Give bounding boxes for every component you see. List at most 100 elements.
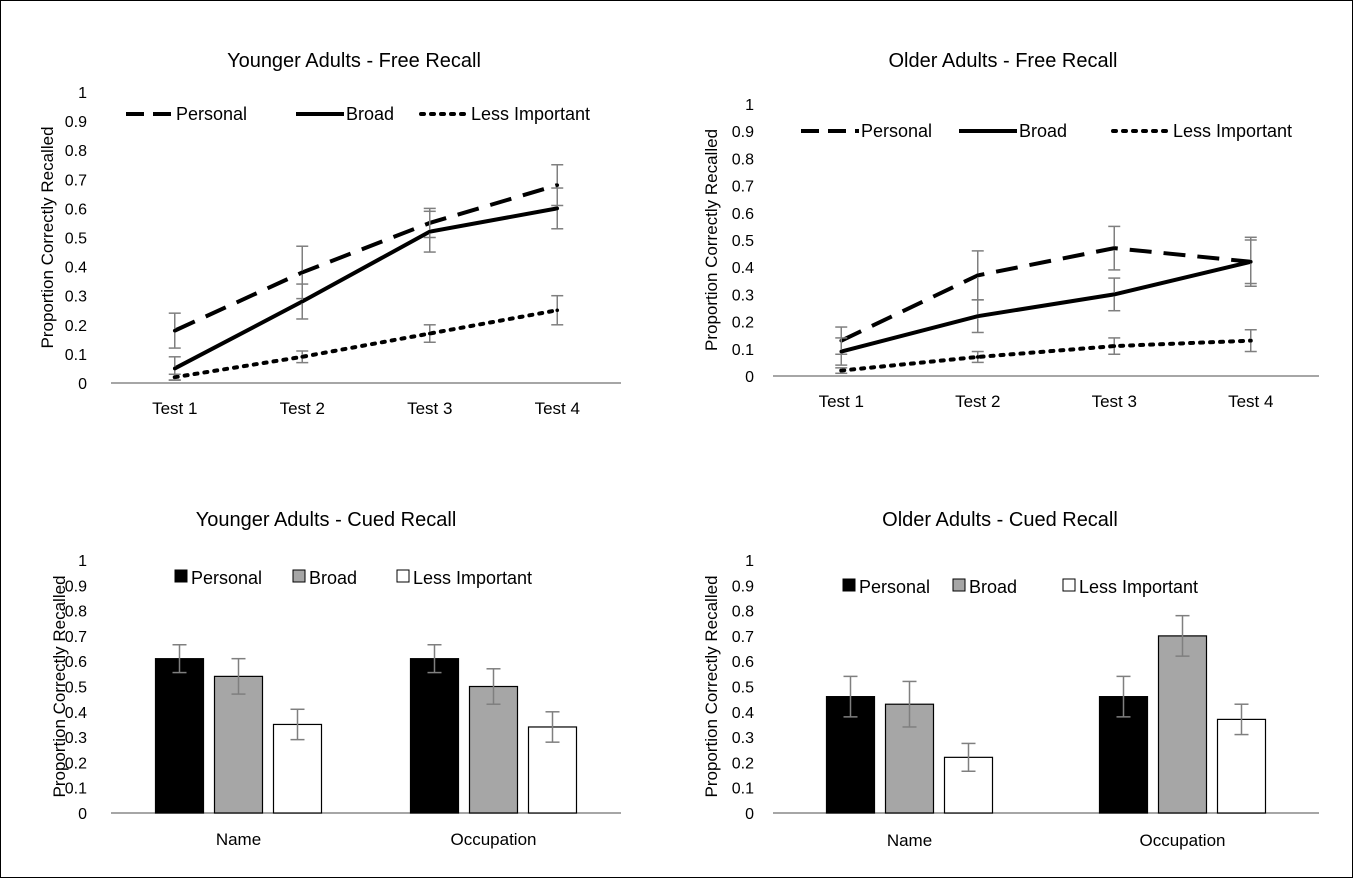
y-tick-label: 0.9 bbox=[732, 578, 754, 595]
y-tick-label: 0.8 bbox=[65, 604, 87, 621]
legend-label: Less Important bbox=[1079, 577, 1198, 597]
chart-younger-cued-recall: Younger Adults - Cued Recall Proportion C… bbox=[50, 509, 621, 849]
y-tick-label: 1 bbox=[745, 97, 754, 114]
y-tick-label: 0.1 bbox=[732, 781, 754, 798]
chart-title: Older Adults - Free Recall bbox=[889, 50, 1118, 72]
legend-swatch bbox=[952, 578, 966, 592]
chart-title: Younger Adults - Free Recall bbox=[227, 50, 481, 72]
data-point bbox=[555, 206, 560, 211]
y-tick-label: 0 bbox=[745, 369, 754, 386]
x-tick-label: Name bbox=[887, 831, 932, 850]
x-tick-label: Name bbox=[216, 830, 261, 849]
y-tick-label: 0.1 bbox=[65, 781, 87, 798]
data-point bbox=[1248, 259, 1253, 264]
legend-label: Broad bbox=[346, 104, 394, 124]
legend-label: Personal bbox=[176, 104, 247, 124]
y-tick-label: 1 bbox=[78, 553, 87, 570]
legend-label: Less Important bbox=[471, 104, 590, 124]
legend-swatch bbox=[1062, 578, 1076, 592]
data-point bbox=[1112, 344, 1117, 348]
chart-younger-free-recall: Younger Adults - Free Recall Proportion C… bbox=[38, 50, 621, 418]
chart-title: Older Adults - Cued Recall bbox=[882, 509, 1118, 531]
legend-label: Less Important bbox=[413, 568, 532, 588]
data-point bbox=[300, 299, 305, 304]
legend-label: Less Important bbox=[1173, 121, 1292, 141]
y-tick-label: 0.8 bbox=[732, 151, 754, 168]
bar-broad bbox=[1157, 635, 1208, 814]
legend-label: Broad bbox=[309, 568, 357, 588]
legend-label: Personal bbox=[861, 121, 932, 141]
y-tick-label: 0.9 bbox=[732, 124, 754, 141]
y-axis-label: Proportion Correctly Recalled bbox=[50, 575, 69, 797]
bar-broad bbox=[213, 675, 264, 814]
bar-personal bbox=[409, 658, 460, 814]
y-tick-label: 0.5 bbox=[732, 680, 754, 697]
data-point bbox=[1112, 246, 1117, 250]
y-tick-label: 0.7 bbox=[732, 629, 754, 646]
data-point bbox=[975, 355, 980, 359]
y-tick-label: 0.6 bbox=[65, 201, 87, 218]
legend-swatch bbox=[174, 569, 188, 583]
series-line-less-important bbox=[839, 338, 1253, 373]
y-tick-label: 0.2 bbox=[732, 315, 754, 332]
y-tick-label: 0.1 bbox=[732, 342, 754, 359]
data-point bbox=[975, 273, 980, 278]
y-tick-label: 0.3 bbox=[65, 730, 87, 747]
y-tick-label: 0.3 bbox=[732, 287, 754, 304]
data-point bbox=[555, 183, 560, 187]
bar-personal bbox=[154, 658, 205, 814]
y-tick-label: 0.4 bbox=[732, 260, 754, 277]
legend-label: Personal bbox=[859, 577, 930, 597]
x-tick-label: Occupation bbox=[451, 830, 537, 849]
data-point bbox=[300, 270, 305, 275]
y-tick-label: 0.6 bbox=[65, 654, 87, 671]
legend-swatch bbox=[396, 569, 410, 583]
series-line-broad bbox=[840, 259, 1252, 354]
x-tick-label: Test 3 bbox=[1092, 392, 1137, 411]
data-point bbox=[300, 355, 305, 359]
x-tick-label: Test 4 bbox=[535, 399, 580, 418]
legend-swatch bbox=[292, 569, 306, 583]
y-tick-label: 0.4 bbox=[65, 705, 87, 722]
series-line-less-important bbox=[172, 308, 560, 380]
data-point bbox=[172, 328, 177, 333]
y-axis-label: Proportion Correctly Recalled bbox=[702, 129, 721, 351]
y-tick-label: 0 bbox=[745, 806, 754, 823]
y-tick-label: 0 bbox=[78, 806, 87, 823]
y-tick-label: 0.3 bbox=[732, 730, 754, 747]
chart-older-free-recall: Older Adults - Free Recall Proportion Cor… bbox=[702, 50, 1319, 411]
data-point bbox=[1248, 338, 1253, 343]
y-tick-label: 0 bbox=[78, 376, 87, 393]
x-tick-label: Test 3 bbox=[407, 399, 452, 418]
y-tick-label: 0.9 bbox=[65, 114, 87, 131]
y-tick-label: 0.4 bbox=[732, 705, 754, 722]
y-tick-label: 0.6 bbox=[732, 206, 754, 223]
data-point bbox=[839, 349, 844, 354]
y-tick-label: 0.2 bbox=[732, 755, 754, 772]
y-tick-label: 0.7 bbox=[65, 172, 87, 189]
y-tick-label: 0.6 bbox=[732, 654, 754, 671]
x-tick-label: Test 4 bbox=[1228, 392, 1273, 411]
y-tick-label: 0.4 bbox=[65, 260, 87, 277]
data-point bbox=[555, 308, 560, 313]
y-tick-label: 0.7 bbox=[732, 179, 754, 196]
series-line-personal bbox=[173, 183, 558, 333]
chart-title: Younger Adults - Cued Recall bbox=[196, 509, 457, 531]
x-tick-label: Test 2 bbox=[955, 392, 1000, 411]
y-tick-label: 0.5 bbox=[65, 231, 87, 248]
y-axis-label: Proportion Correctly Recalled bbox=[38, 126, 57, 348]
x-tick-label: Test 2 bbox=[280, 399, 325, 418]
legend-label: Personal bbox=[191, 568, 262, 588]
y-tick-label: 0.8 bbox=[65, 143, 87, 160]
y-tick-label: 0.3 bbox=[65, 289, 87, 306]
chart-older-cued-recall: Older Adults - Cued Recall Proportion Cor… bbox=[702, 509, 1319, 850]
y-tick-label: 0.5 bbox=[65, 680, 87, 697]
data-point bbox=[1112, 292, 1117, 297]
data-point bbox=[172, 366, 177, 371]
x-tick-label: Test 1 bbox=[152, 399, 197, 418]
x-tick-label: Occupation bbox=[1140, 831, 1226, 850]
data-point bbox=[172, 375, 177, 379]
y-tick-label: 0.9 bbox=[65, 578, 87, 595]
series-line-broad bbox=[173, 206, 558, 371]
